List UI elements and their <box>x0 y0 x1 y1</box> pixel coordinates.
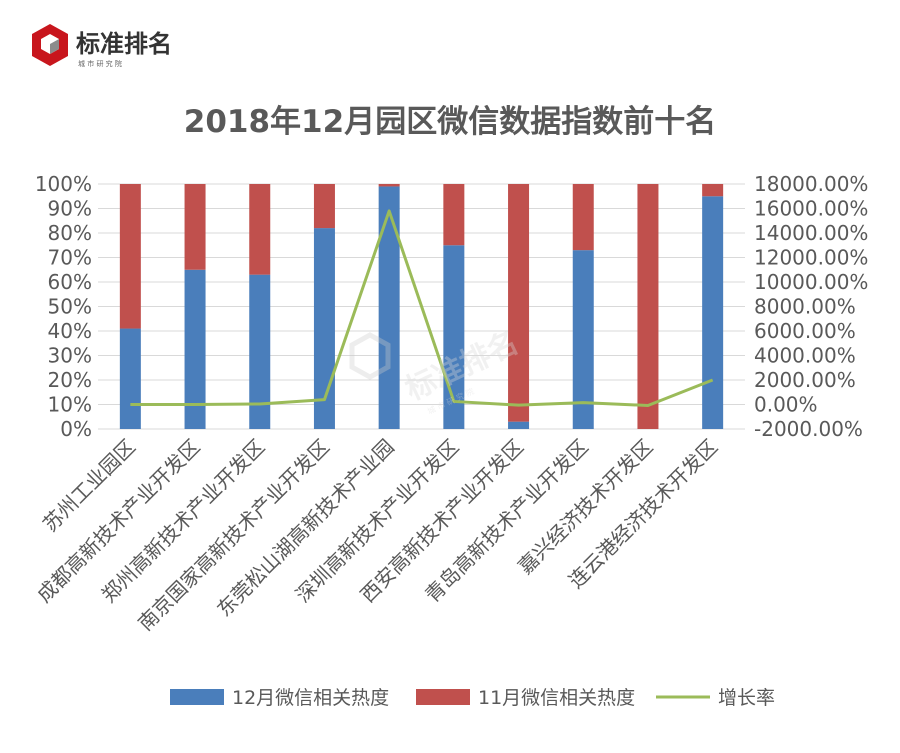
bar-dec <box>508 421 530 429</box>
left-tick-label: 60% <box>48 270 92 294</box>
right-tick-label: 4000.00% <box>754 344 856 368</box>
logo-graphic: 标准排名 城 市 研 究 院 <box>32 24 172 68</box>
legend-label-nov: 11月微信相关热度 <box>478 687 635 709</box>
right-tick-label: 2000.00% <box>754 368 856 392</box>
brand-name: 标准排名 <box>76 30 172 58</box>
right-tick-label: 10000.00% <box>754 270 868 294</box>
right-axis-ticks: 18000.00%16000.00%14000.00%12000.00%1000… <box>754 172 868 441</box>
legend-label-growth: 增长率 <box>718 687 775 709</box>
right-tick-label: 0.00% <box>754 393 818 417</box>
chart-title: 2018年12月园区微信数据指数前十名 <box>184 104 716 140</box>
left-axis-ticks: 100%90%80%70%60%50%40%30%20%10%0% <box>35 172 92 441</box>
bar-dec <box>702 196 724 429</box>
right-tick-label: -2000.00% <box>754 417 863 441</box>
growth-line-group <box>130 209 714 407</box>
left-tick-label: 20% <box>48 368 92 392</box>
bar-nov <box>313 184 335 229</box>
bar-nov <box>572 184 594 251</box>
legend-label-dec: 12月微信相关热度 <box>232 687 389 709</box>
bar-dec <box>119 328 141 429</box>
left-tick-label: 70% <box>48 246 92 270</box>
bar-dec <box>313 228 335 429</box>
bar-nov <box>443 184 465 246</box>
bar-dec <box>249 274 271 429</box>
bar-dec <box>572 250 594 429</box>
brand-subtitle: 城 市 研 究 院 <box>78 59 122 68</box>
category-labels: 苏州工业园区成都高新技术产业开发区郑州高新技术产业开发区南京国家高新技术产业开发… <box>32 435 722 636</box>
left-tick-label: 40% <box>48 319 92 343</box>
left-tick-label: 10% <box>48 393 92 417</box>
right-tick-label: 6000.00% <box>754 319 856 343</box>
left-tick-label: 100% <box>35 172 92 196</box>
left-tick-label: 80% <box>48 221 92 245</box>
bars <box>119 184 724 429</box>
legend-swatch-nov <box>416 689 470 705</box>
right-tick-label: 14000.00% <box>754 221 868 245</box>
brand-logo: 标准排名 城 市 研 究 院 <box>28 20 228 72</box>
legend: 12月微信相关热度 11月微信相关热度 增长率 <box>170 687 775 709</box>
bar-nov <box>184 184 206 270</box>
legend-swatch-dec <box>170 689 224 705</box>
bar-nov <box>508 184 530 422</box>
right-tick-label: 16000.00% <box>754 197 868 221</box>
bar-nov <box>637 184 659 429</box>
bar-dec <box>184 269 206 429</box>
bar-nov <box>249 184 271 275</box>
left-tick-label: 0% <box>60 417 92 441</box>
left-tick-label: 50% <box>48 295 92 319</box>
bar-nov <box>702 184 724 197</box>
right-tick-label: 8000.00% <box>754 295 856 319</box>
right-tick-label: 12000.00% <box>754 246 868 270</box>
bar-nov <box>378 184 400 187</box>
bar-dec <box>378 186 400 429</box>
bar-nov <box>119 184 141 329</box>
growth-line <box>130 209 714 407</box>
cube-icon <box>32 24 68 66</box>
right-tick-label: 18000.00% <box>754 172 868 196</box>
left-tick-label: 30% <box>48 344 92 368</box>
left-tick-label: 90% <box>48 197 92 221</box>
